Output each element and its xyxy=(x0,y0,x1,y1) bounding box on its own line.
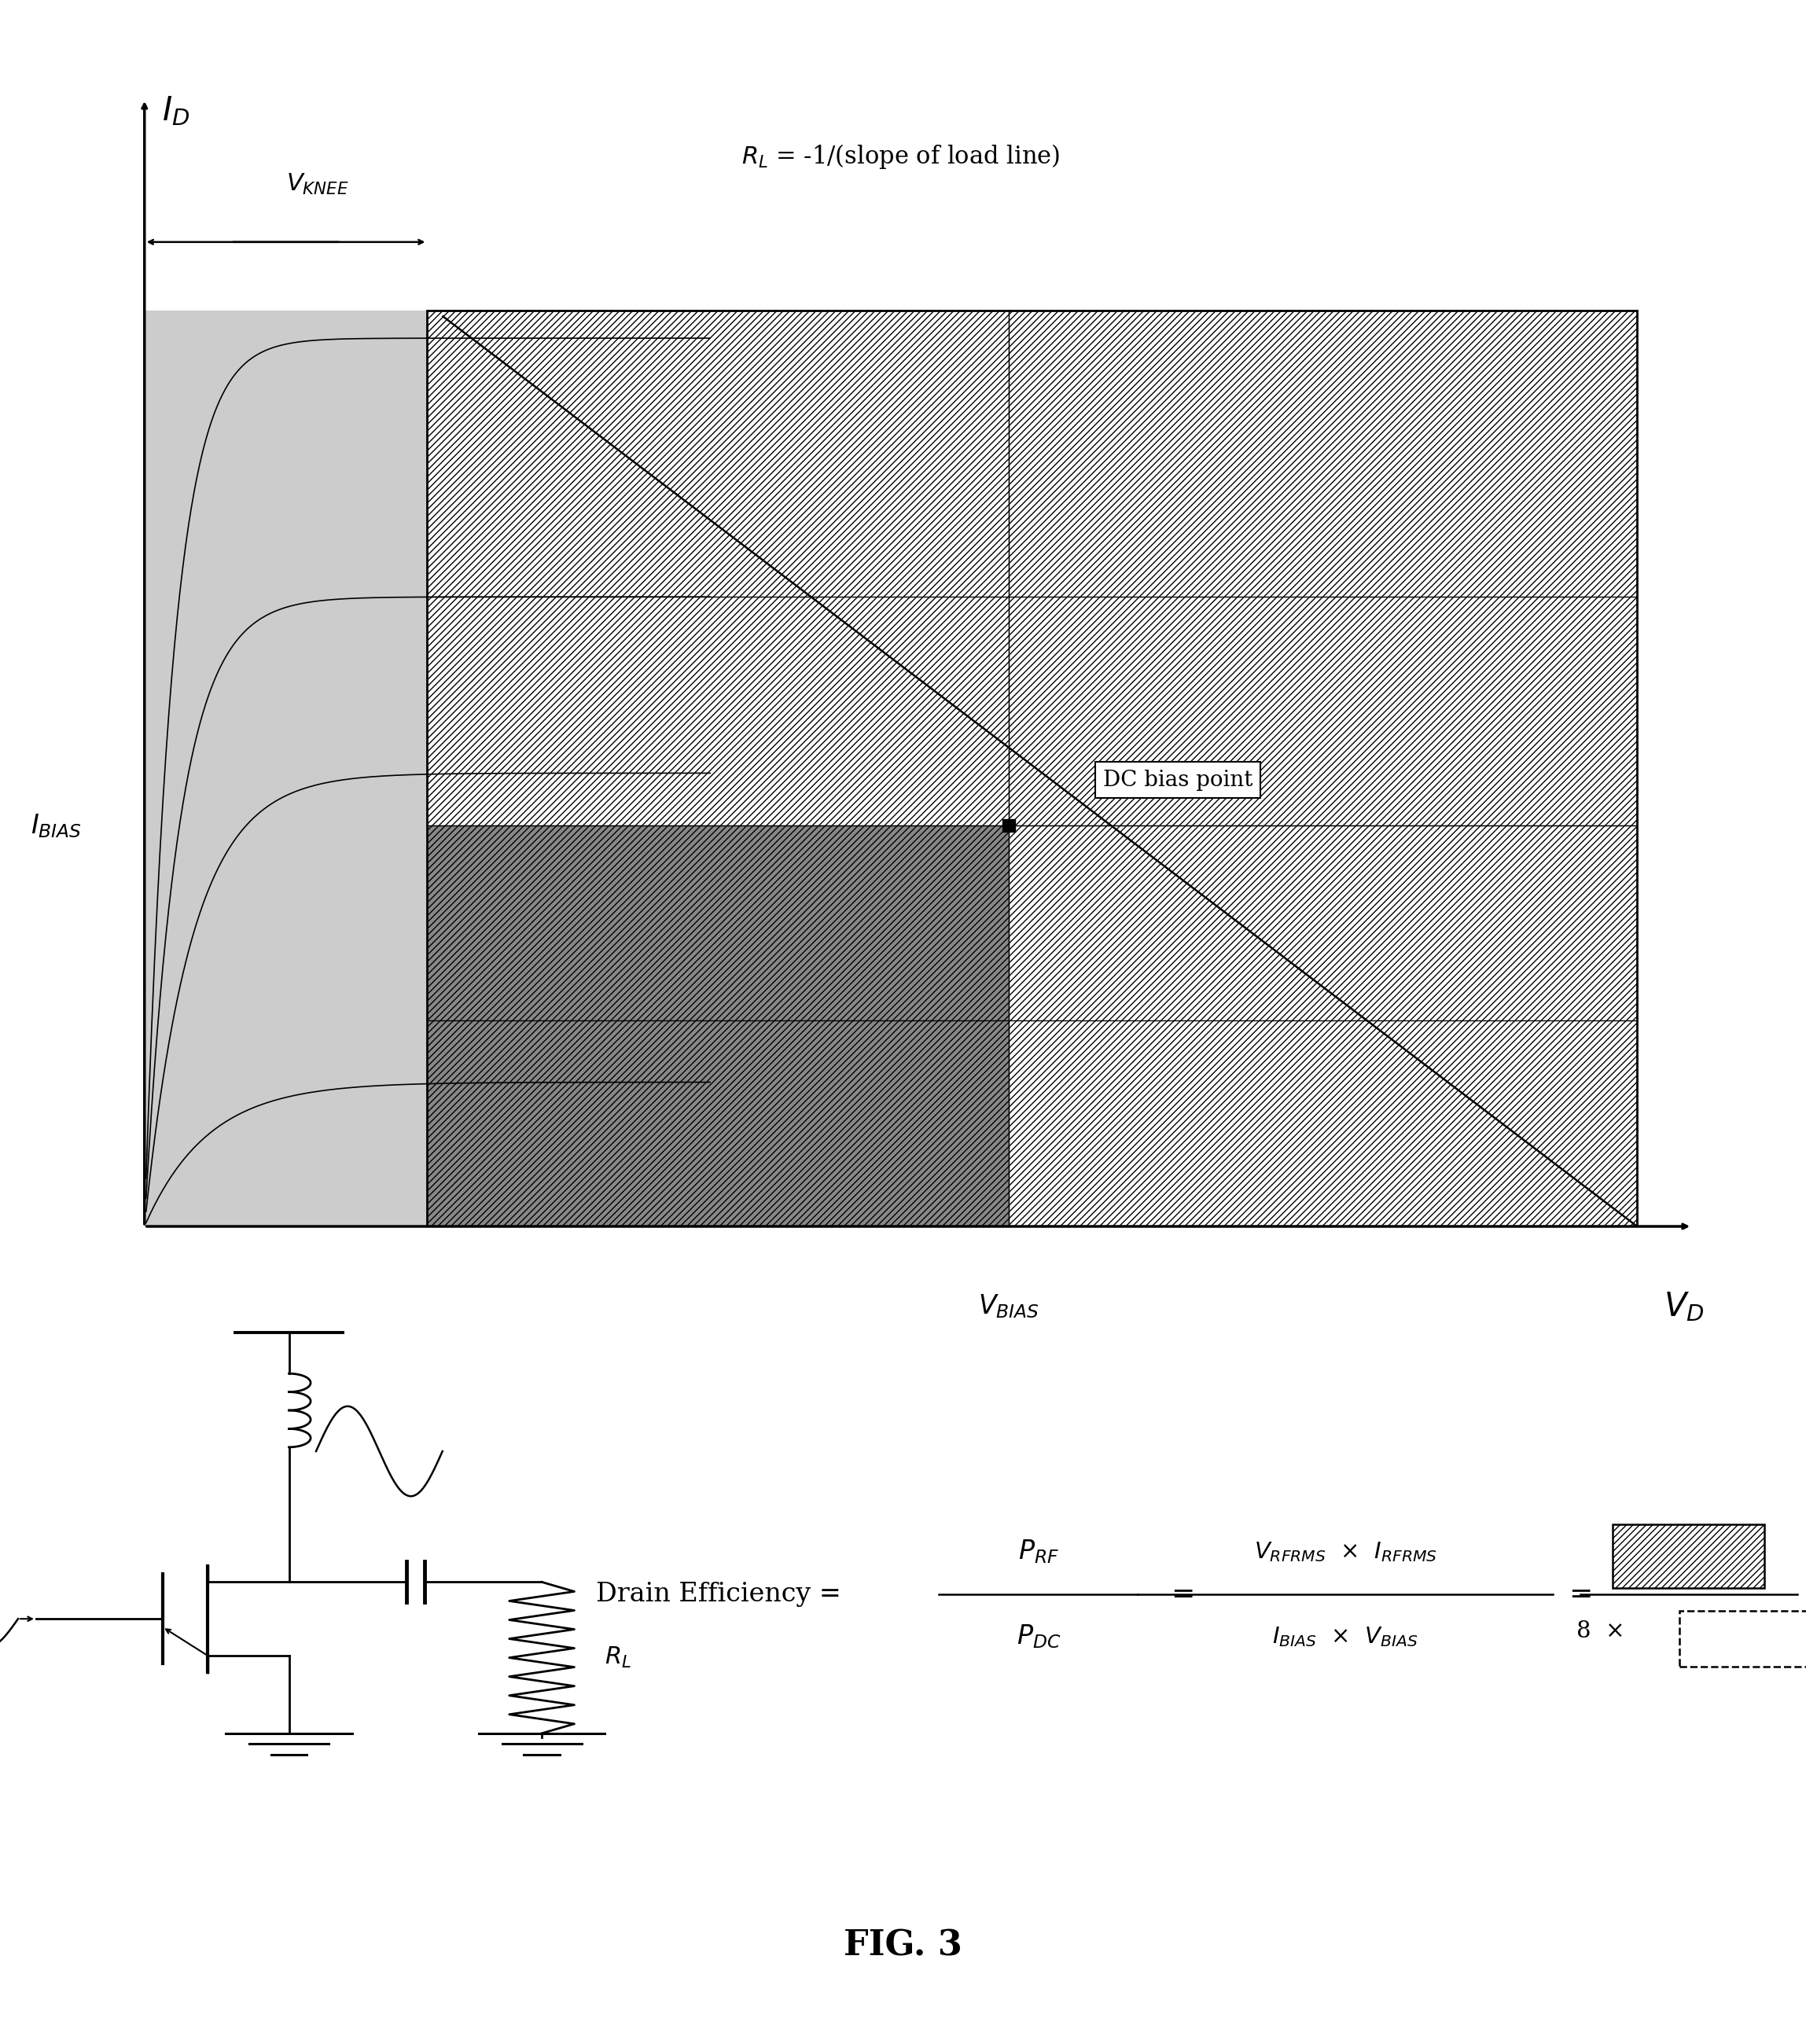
Text: $V_{RFRMS}$  ×  $I_{RFRMS}$: $V_{RFRMS}$ × $I_{RFRMS}$ xyxy=(1253,1539,1438,1564)
Text: $P_{RF}$: $P_{RF}$ xyxy=(1019,1539,1058,1566)
Polygon shape xyxy=(428,311,1008,826)
Text: $I_D$: $I_D$ xyxy=(163,94,190,127)
Polygon shape xyxy=(1008,826,1638,1226)
Polygon shape xyxy=(1008,311,1638,826)
Text: Drain Efficiency =: Drain Efficiency = xyxy=(596,1582,849,1607)
Text: $V_{KNEE}$: $V_{KNEE}$ xyxy=(285,172,349,196)
Text: $V_{BIAS}$: $V_{BIAS}$ xyxy=(979,1294,1038,1320)
Text: $V_D$: $V_D$ xyxy=(1663,1290,1705,1322)
Text: =: = xyxy=(1170,1580,1196,1609)
Polygon shape xyxy=(144,311,428,1226)
Text: $I_{BIAS}$  ×  $V_{BIAS}$: $I_{BIAS}$ × $V_{BIAS}$ xyxy=(1273,1625,1418,1650)
Text: $P_{DC}$: $P_{DC}$ xyxy=(1017,1623,1060,1650)
Bar xyxy=(1680,1611,1806,1666)
Text: FIG. 3: FIG. 3 xyxy=(843,1930,963,1962)
Text: =: = xyxy=(1568,1580,1593,1609)
Text: $R_L$: $R_L$ xyxy=(605,1645,632,1670)
Text: 8  ×: 8 × xyxy=(1577,1621,1625,1641)
Bar xyxy=(1613,1525,1764,1588)
Polygon shape xyxy=(428,826,1008,1226)
Text: $R_L$ = -1/(slope of load line): $R_L$ = -1/(slope of load line) xyxy=(742,141,1060,170)
Text: $I_{BIAS}$: $I_{BIAS}$ xyxy=(31,811,81,840)
Text: DC bias point: DC bias point xyxy=(1103,769,1253,791)
